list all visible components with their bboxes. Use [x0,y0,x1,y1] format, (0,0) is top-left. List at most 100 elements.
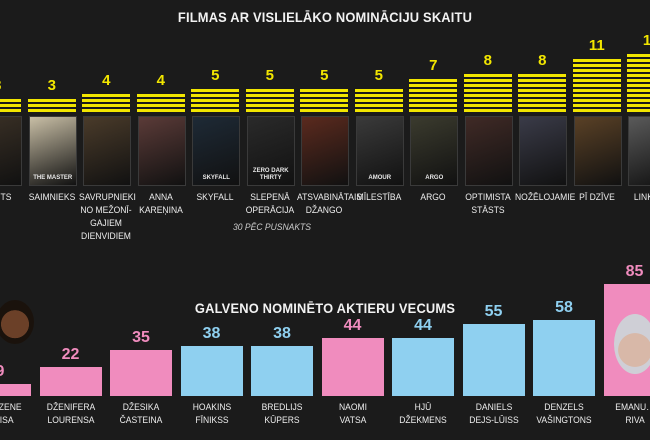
nomination-stripe [572,99,621,102]
actor-name-label: NAOMI VATSA [338,402,367,426]
nomination-stripe [82,109,131,112]
actor-age-label: 58 [555,298,573,316]
actor-name-label: HOAKINS FĪNIKSS [192,402,231,426]
nomination-stripe [572,74,621,77]
actor-age-label: 55 [484,302,503,320]
nomination-stripe [354,109,403,112]
film-poster: ARGO [410,116,459,186]
nomination-stripe [627,59,650,62]
film-label: LINKO… [634,192,650,203]
actors-chart-title: GALVENO NOMINĒTO AKTIERU VECUMS [194,300,456,316]
film-label: OPTIMISTA STĀSTS [465,192,511,216]
actor-age-label: 85 [625,263,644,280]
nomination-stripe [354,89,403,92]
film-count-label: 5 [374,67,383,84]
nomination-stripe [463,79,512,82]
nomination-stripe [191,99,240,102]
film-label: SLEPENĀ OPERĀCIJA [245,192,294,216]
actor-age-bar-8 [462,323,525,396]
nomination-stripe [409,94,458,97]
nomination-stripe [463,109,512,112]
nomination-stripe [245,104,294,107]
nomination-stripe [627,74,650,77]
film-poster: SKYFALL [192,116,241,186]
film-bar-9: 7 [409,57,458,112]
film-poster [301,116,350,186]
film-poster [137,116,186,186]
nomination-stripe [300,109,349,112]
actor-age-label: 38 [273,324,291,342]
nomination-stripe [627,64,650,67]
film-bar-5: 5 [191,67,240,112]
nomination-stripe [354,94,403,97]
actor-age-bar-5 [251,345,313,396]
poster-title: THE MASTER [33,175,73,181]
nomination-stripe [409,99,458,102]
actor-age-bar-4 [180,345,243,396]
film-count-label: 12 [642,32,650,49]
film-count-label: 5 [320,67,329,84]
nomination-stripe [245,89,294,92]
actor-name-label: DŽENIFERA LOURENSA [46,402,95,426]
poster-title: AMOUR [368,175,392,181]
nomination-stripe [27,104,76,107]
nomination-stripe [463,89,512,92]
nomination-stripe [627,69,650,72]
poster-title: SKYFALL [202,175,230,181]
film-bar-10: 8 [463,52,512,112]
actor-name-label: DANIELS DEJS-LŪISS [468,402,519,426]
nomination-stripe [627,79,650,82]
nomination-stripe [0,109,22,112]
actor-age-label: 9 [0,363,31,381]
nomination-stripe [572,104,621,107]
nomination-stripe [409,104,458,107]
nomination-stripe [572,109,621,112]
actor-age-bar-9 [533,319,595,396]
film-count-label: 11 [588,37,605,54]
film-count-label: 5 [265,67,274,84]
nomination-stripe [572,59,621,62]
nomination-stripe [518,84,567,87]
actor-age-bar-7 [392,338,454,396]
nomination-stripe [463,94,512,97]
film-poster: THE MASTER [28,116,77,186]
actor-age-bar-6 [321,338,384,396]
nomination-stripe [191,89,240,92]
film-count-label: 4 [102,72,111,89]
nomination-stripe [191,94,240,97]
nomination-stripe [354,104,403,107]
poster-title: ZERO DARK THIRTY [252,168,289,181]
film-bar-1: 3 [0,77,22,112]
actor-age-label: 35 [132,328,150,346]
nomination-stripe [245,99,294,102]
film-poster: AMOUR [355,116,404,186]
film-poster: ZERO DARK THIRTY [246,116,295,186]
nomination-stripe [627,89,650,92]
film-poster [519,116,568,186]
film-label: ANNA KAREŅINA [138,192,183,216]
nomination-stripe [518,89,567,92]
nomination-stripe [245,109,294,112]
nomination-stripe [27,99,76,102]
nomination-stripe [0,104,22,107]
film-poster [83,116,132,186]
film-bar-12: 11 [572,37,621,112]
nomination-stripe [518,104,567,107]
film-count-label: 8 [483,52,492,69]
actor-name-label: …ANZENE…LISA [0,402,22,426]
nomination-stripe [627,109,650,112]
film-label: …MITS [0,192,12,203]
film-bar-11: 8 [518,52,567,112]
nomination-stripe [463,84,512,87]
poster-title: ARGO [425,175,444,181]
nomination-stripe [572,69,621,72]
film-count-label: 5 [211,67,220,84]
nomination-stripe [572,84,621,87]
nomination-stripe [463,99,512,102]
nomination-stripe [572,79,621,82]
actor-name-label: EMANU…RIVA [614,402,650,426]
film-count-label: 7 [429,57,438,74]
nomination-stripe [245,94,294,97]
nomination-stripe [136,104,185,107]
nomination-stripe [27,109,76,112]
